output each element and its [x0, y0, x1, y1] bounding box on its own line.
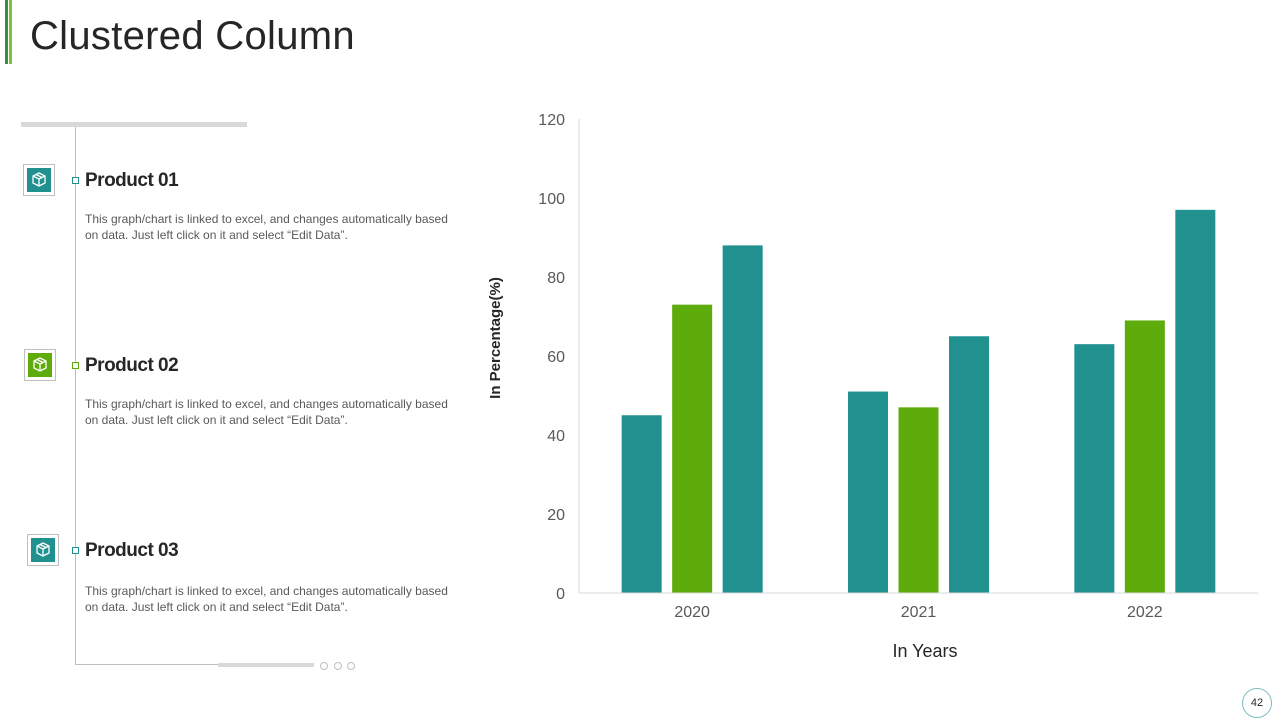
product-02-description: This graph/chart is linked to excel, and… [85, 397, 448, 427]
product-03-marker [72, 547, 79, 554]
y-tick-label: 100 [538, 191, 565, 208]
y-tick-label: 40 [547, 428, 565, 445]
x-tick-label: 2020 [674, 604, 710, 621]
timeline-line [75, 127, 76, 665]
slide-title: Clustered Column [30, 14, 355, 58]
y-axis-title: In Percentage(%) [487, 277, 504, 399]
clustered-column-chart: 0 20 40 60 80 100 120 2020 2021 2022 In Years In… [487, 112, 1258, 661]
bar-2022-series-3 [1175, 209, 1216, 593]
bar-2021-series-2 [898, 407, 939, 593]
product-02-title: Product 02 [85, 355, 179, 376]
product-01-icon-bg [27, 168, 51, 192]
x-tick-label: 2021 [901, 604, 937, 621]
title-accent-bar-light [9, 0, 12, 64]
y-axis-ticks: 0 20 40 60 80 100 120 [538, 112, 565, 603]
title-accent-bar-dark [5, 0, 8, 64]
timeline-dot [334, 662, 342, 670]
timeline-bottom-bar [218, 663, 314, 667]
timeline-dot [320, 662, 328, 670]
y-tick-label: 0 [556, 586, 565, 603]
product-02-icon-box [24, 349, 56, 381]
product-03-icon-box [27, 534, 59, 566]
bar-2022-series-2 [1124, 320, 1165, 593]
x-tick-label: 2022 [1127, 604, 1163, 621]
timeline-bottom-line [75, 664, 218, 665]
product-01-icon-box [23, 164, 55, 196]
x-axis-title: In Years [892, 641, 957, 661]
timeline-dot [347, 662, 355, 670]
product-01-description: This graph/chart is linked to excel, and… [85, 212, 448, 242]
y-tick-label: 80 [547, 270, 565, 287]
y-tick-label: 120 [538, 112, 565, 129]
product-02-icon-bg [28, 353, 52, 377]
x-axis-ticks: 2020 2021 2022 [674, 604, 1162, 621]
bar-2022-series-1 [1074, 344, 1115, 593]
page-number: 42 [1242, 688, 1272, 718]
y-tick-label: 20 [547, 507, 565, 524]
bar-2021-series-3 [949, 336, 989, 593]
bar-2020-series-1 [621, 415, 662, 593]
bar-2020-series-2 [672, 304, 713, 593]
y-tick-label: 60 [547, 349, 565, 366]
product-03-description: This graph/chart is linked to excel, and… [85, 584, 448, 614]
product-02-marker [72, 362, 79, 369]
box-icon [32, 172, 46, 187]
box-icon [36, 542, 50, 557]
bars [621, 209, 1216, 593]
product-03-icon-bg [31, 538, 55, 562]
bar-2021-series-1 [848, 391, 888, 593]
box-icon [33, 357, 47, 372]
bar-2020-series-3 [722, 245, 763, 593]
product-01-marker [72, 177, 79, 184]
product-01-title: Product 01 [85, 170, 179, 191]
timeline-top-bar [21, 122, 247, 127]
product-03-title: Product 03 [85, 540, 179, 561]
